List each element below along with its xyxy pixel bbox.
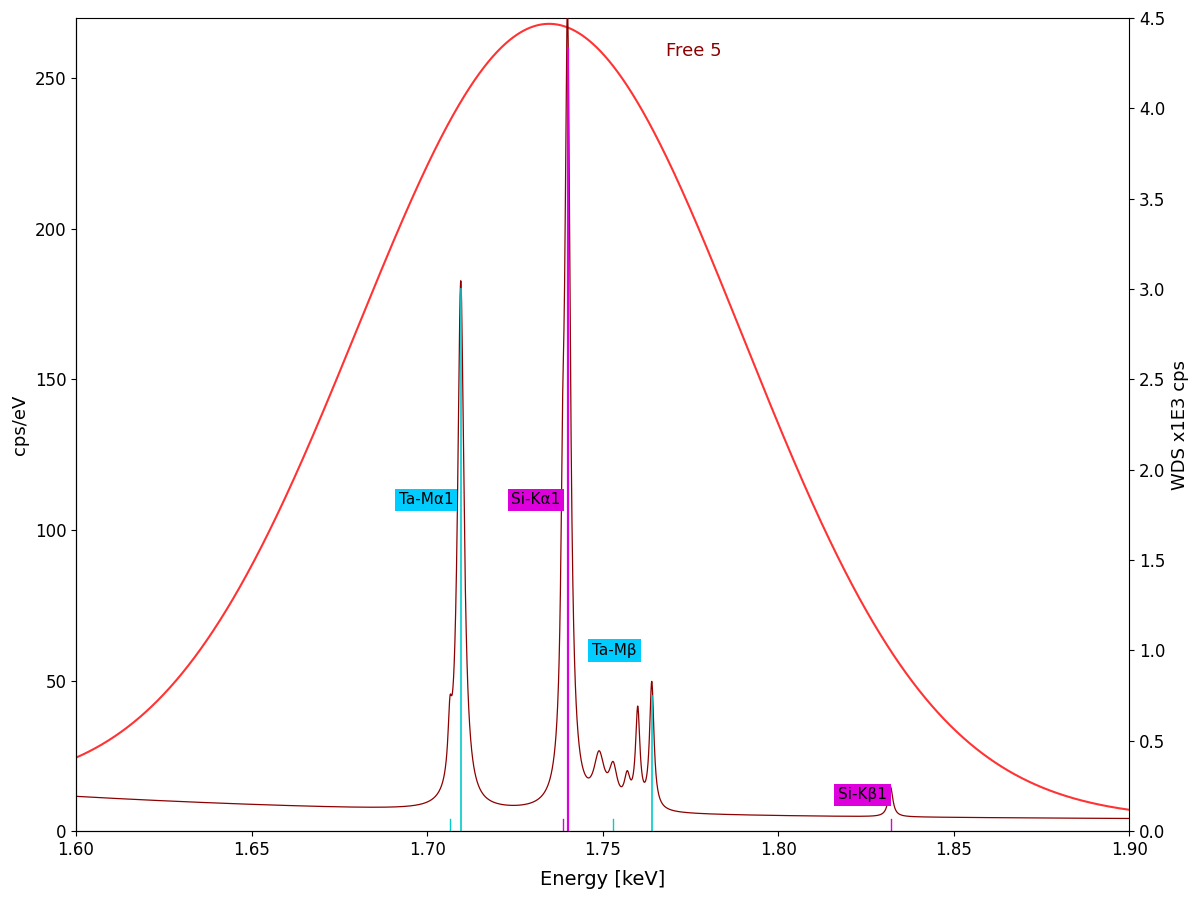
Text: Free 5: Free 5: [666, 42, 721, 60]
Y-axis label: cps/eV: cps/eV: [11, 394, 29, 454]
Y-axis label: WDS x1E3 cps: WDS x1E3 cps: [1171, 360, 1189, 490]
Text: Si-Kα1: Si-Kα1: [511, 492, 560, 508]
Text: Ta-Mβ: Ta-Mβ: [592, 643, 637, 658]
X-axis label: Energy [keV]: Energy [keV]: [540, 870, 665, 889]
Text: Si-Kβ1: Si-Kβ1: [838, 788, 887, 803]
Text: Ta-Mα1: Ta-Mα1: [400, 492, 454, 508]
